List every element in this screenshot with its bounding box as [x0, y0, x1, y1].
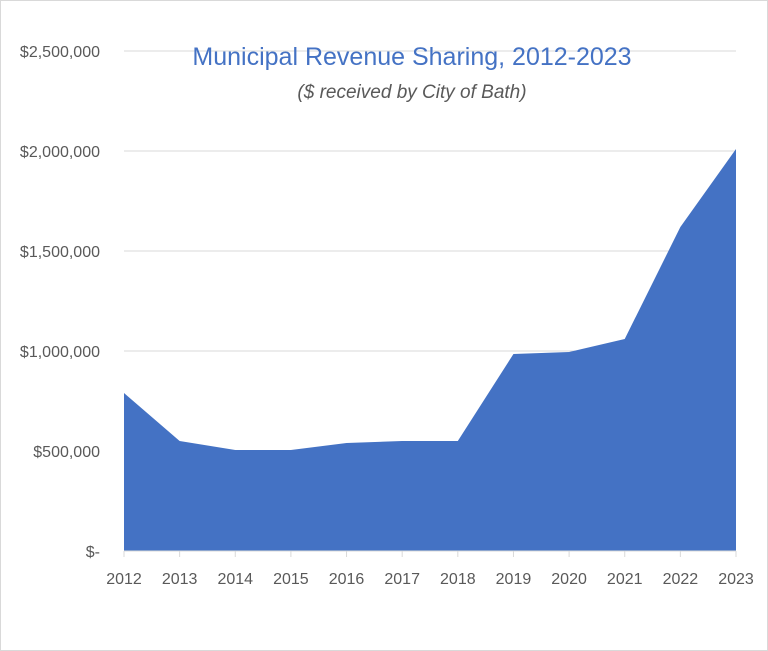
x-tick-label: 2016: [329, 571, 365, 588]
x-tick-label: 2021: [607, 571, 643, 588]
y-tick-label: $2,000,000: [20, 144, 100, 161]
x-tick-label: 2017: [384, 571, 420, 588]
area-series-fill: [124, 149, 736, 551]
y-tick-label: $-: [86, 544, 100, 561]
chart-subtitle: ($ received by City of Bath): [297, 82, 526, 103]
x-tick-label: 2012: [106, 571, 142, 588]
y-axis-tick-labels: $- $500,000 $1,000,000 $1,500,000 $2,000,000…: [20, 44, 100, 561]
x-axis: [123, 550, 737, 557]
x-tick-label: 2013: [162, 571, 198, 588]
x-tick-label: 2020: [551, 571, 587, 588]
x-tick-label: 2018: [440, 571, 476, 588]
x-tick-label: 2023: [718, 571, 754, 588]
chart-title: Municipal Revenue Sharing, 2012-2023: [192, 43, 631, 71]
x-tick-label: 2022: [663, 571, 699, 588]
y-tick-label: $500,000: [33, 444, 100, 461]
y-tick-label: $2,500,000: [20, 44, 100, 61]
x-tick-label: 2019: [496, 571, 532, 588]
y-tick-label: $1,500,000: [20, 244, 100, 261]
area-series: [123, 148, 737, 551]
y-tick-label: $1,000,000: [20, 344, 100, 361]
x-tick-label: 2015: [273, 571, 309, 588]
x-axis-tick-labels: 2012 2013 2014 2015 2016 2017 2018 2019 2020 2021…: [106, 571, 754, 588]
x-tick-label: 2014: [217, 571, 253, 588]
